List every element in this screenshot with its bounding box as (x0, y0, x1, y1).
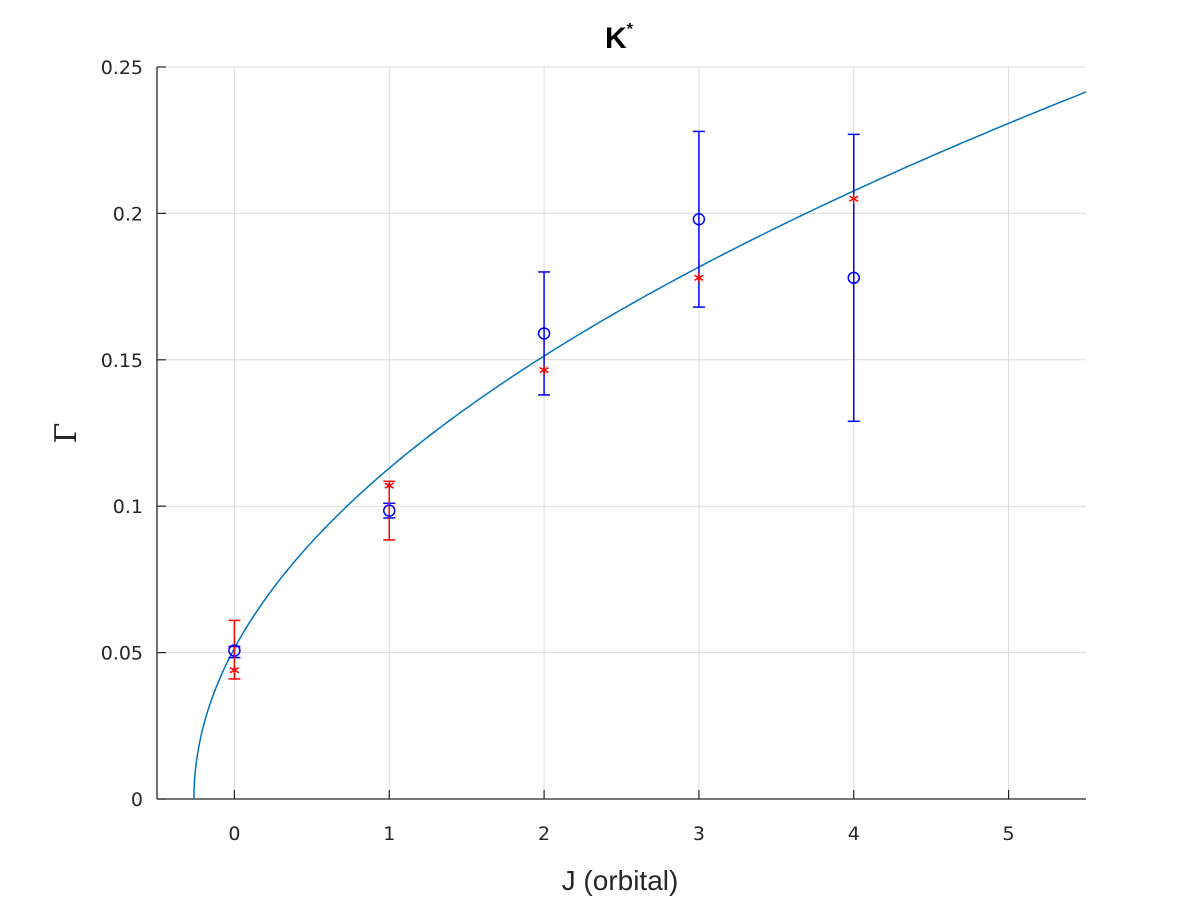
x-tick-label-5: 5 (1003, 823, 1015, 845)
circle-point-1 (383, 504, 396, 517)
x-tick-label-2: 2 (538, 823, 550, 845)
x-tick-label-1: 1 (383, 823, 395, 845)
y-tick-label-4: 0.2 (113, 203, 143, 225)
fit-curve (193, 91, 1087, 799)
y-tick-label-5: 0.25 (101, 57, 143, 79)
asterisk-stroke-2 (229, 667, 240, 674)
asterisk-stroke-2 (539, 366, 549, 374)
fit-curve-line-0 (193, 91, 1087, 799)
y-tick-label-0: 0 (131, 789, 143, 811)
asterisk-stroke-2 (694, 274, 704, 281)
circle-point-0 (228, 644, 241, 657)
asterisk-stroke-2 (849, 195, 859, 202)
asterisk-point-1 (384, 480, 394, 491)
y-axis-label: Γ (49, 423, 84, 444)
y-tick-label-3: 0.15 (101, 350, 143, 372)
chart-title-main: K (605, 22, 627, 55)
axes (156, 66, 1086, 800)
tick-labels: 0 1 2 3 4 5 0 0.05 0.1 0.15 0.2 0.25 (101, 57, 1015, 845)
asterisk-stroke-2 (384, 482, 394, 489)
y-tick-label-2: 0.1 (113, 496, 143, 518)
x-tick-label-4: 4 (848, 823, 860, 845)
data-markers (228, 193, 860, 676)
asterisk-point-3 (694, 272, 704, 283)
circle-point-2 (537, 327, 551, 340)
asterisk-point-4 (849, 193, 859, 204)
chart-title-superscript: * (627, 21, 634, 38)
y-tick-label-1: 0.05 (101, 643, 143, 665)
circle-point-4 (847, 271, 860, 285)
asterisk-point-0 (229, 665, 240, 676)
asterisk-point-2 (539, 365, 549, 376)
x-tick-label-0: 0 (228, 823, 240, 845)
x-axis-label: J (orbital) (562, 865, 679, 896)
chart-title: K* (605, 21, 634, 55)
x-tick-label-3: 3 (693, 823, 705, 845)
circle-point-3 (692, 213, 706, 226)
